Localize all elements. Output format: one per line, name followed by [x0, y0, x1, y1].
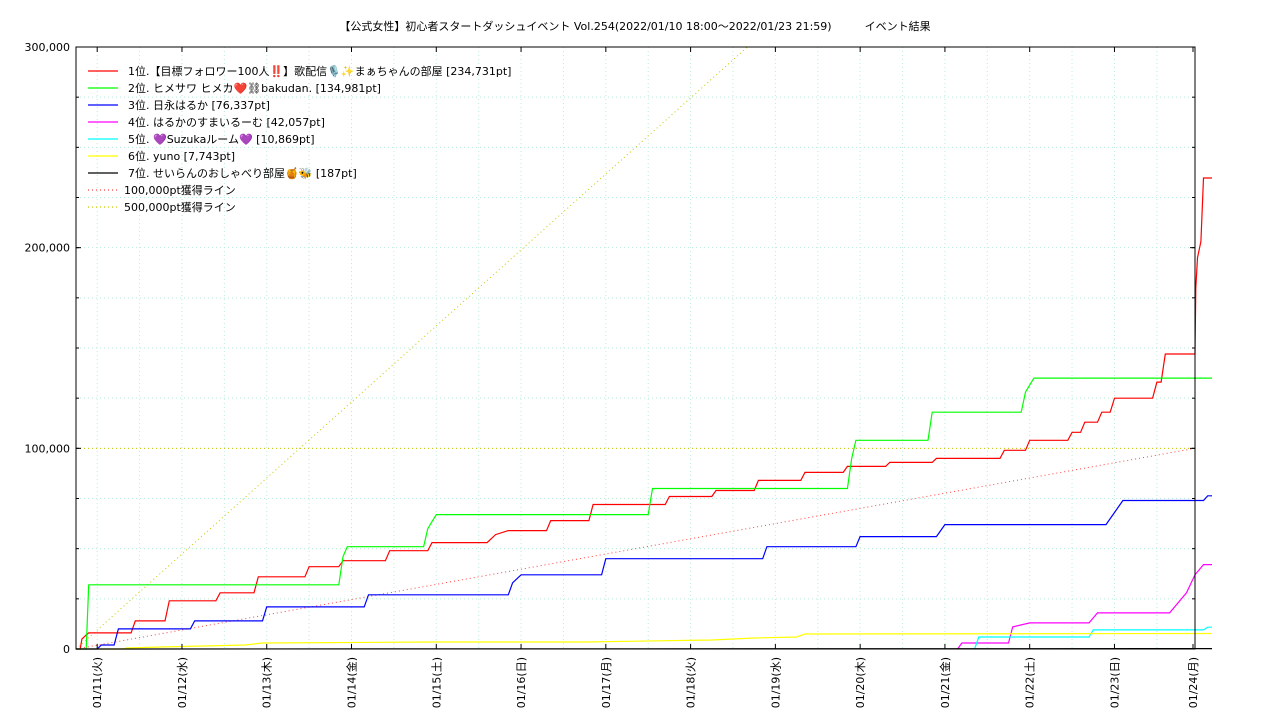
x-tick-label: 01/23(日) [1108, 657, 1121, 708]
legend: 1位.【目標フォロワー100人‼️】歌配信🎙️✨まぁちゃんの部屋 [234,73… [88, 64, 511, 214]
x-tick-label: 01/24(月) [1187, 657, 1200, 708]
axes: 0 100,000 200,000 300,000 01/11(火) 01/12(水) 01… [25, 41, 1201, 708]
legend-label: 7位. せいらんのおしゃべり部屋🍯🐝 [187pt] [128, 166, 357, 180]
legend-label: 6位. yuno [7,743pt] [128, 149, 235, 163]
series-lines [75, 177, 1213, 650]
y-tick-label: 100,000 [25, 442, 71, 455]
series-line-1 [76, 177, 1212, 650]
legend-label: 5位. 💜Suzukaルーム💜 [10,869pt] [128, 132, 315, 146]
series-line-6 [76, 632, 1213, 650]
y-tick-label: 300,000 [25, 41, 71, 54]
legend-label: 4位. はるかのすまいるーむ [42,057pt] [128, 115, 325, 129]
series-line-2 [76, 377, 1212, 650]
x-tick-label: 01/19(水) [769, 657, 782, 708]
series-line-4 [957, 564, 1212, 650]
x-tick-label: 01/18(火) [685, 657, 698, 708]
x-tick-label: 01/16(日) [515, 657, 528, 708]
legend-label: 500,000pt獲得ライン [124, 201, 236, 214]
y-tick-label: 200,000 [25, 242, 71, 255]
x-tick-label: 01/14(金) [345, 657, 359, 708]
legend-label: 3位. 日永はるか [76,337pt] [128, 98, 270, 112]
x-tick-label: 01/13(木) [261, 657, 274, 708]
x-tick-label: 01/15(土) [430, 657, 443, 708]
x-tick-label: 01/12(水) [176, 657, 189, 708]
grid [76, 47, 1195, 649]
x-tick-label: 01/20(木) [854, 657, 867, 708]
y-tick-label: 0 [63, 643, 70, 656]
reference-line [75, 447, 1196, 650]
chart-title: 【公式女性】初心者スタートダッシュイベント Vol.254(2022/01/10… [339, 19, 930, 33]
series-line-5 [974, 626, 1212, 650]
series-line-3 [76, 495, 1212, 650]
x-tick-label: 01/17(月) [600, 657, 613, 708]
reference-lines [75, 46, 1196, 650]
x-tick-label: 01/21(金) [938, 657, 952, 708]
x-tick-label: 01/11(火) [91, 657, 104, 708]
legend-label: 2位. ヒメサワ ヒメカ❤️⛓bakudan. [134,981pt] [128, 81, 381, 95]
legend-label: 1位.【目標フォロワー100人‼️】歌配信🎙️✨まぁちゃんの部屋 [234,73… [128, 64, 511, 78]
legend-label: 100,000pt獲得ライン [124, 184, 236, 197]
x-tick-label: 01/22(土) [1024, 657, 1037, 708]
